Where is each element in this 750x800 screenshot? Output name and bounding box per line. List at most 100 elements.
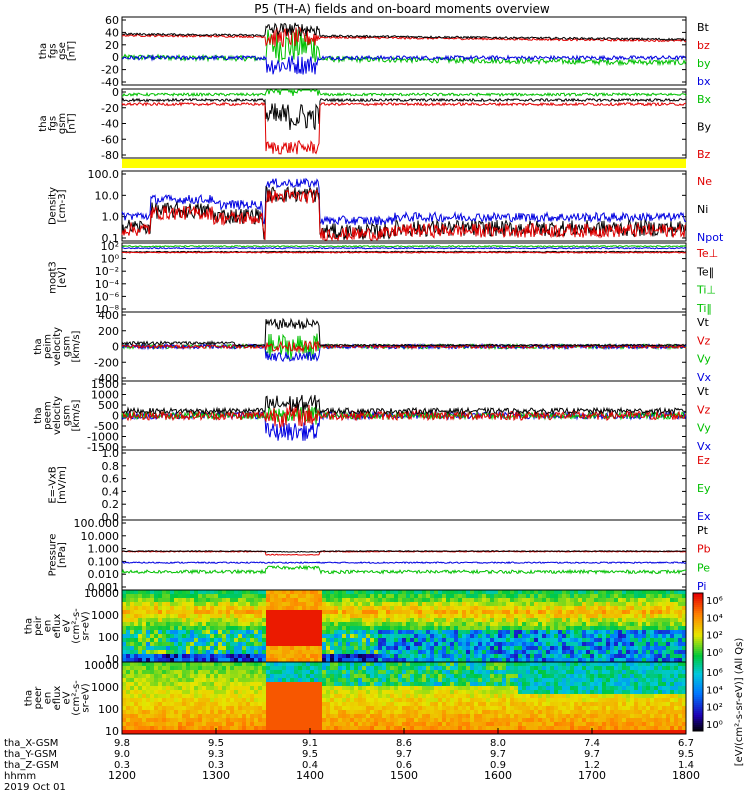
spec-cell — [238, 634, 242, 638]
spec-cell — [554, 702, 558, 706]
spec-cell — [410, 618, 414, 622]
spec-cell — [158, 678, 162, 682]
spec-cell — [466, 682, 470, 686]
spec-cell — [530, 710, 534, 714]
spec-cell — [350, 634, 354, 638]
spec-cell — [234, 602, 238, 606]
spec-cell — [438, 722, 442, 726]
spec-cell — [174, 698, 178, 702]
spec-cell — [374, 626, 378, 630]
spec-cell — [622, 610, 626, 614]
spec-cell — [190, 726, 194, 730]
spec-cell — [290, 598, 294, 602]
spec-cell — [654, 642, 658, 646]
spec-cell — [250, 658, 254, 662]
spec-cell — [574, 594, 578, 598]
spec-cell — [290, 698, 294, 702]
spec-cell — [254, 674, 258, 678]
spec-cell — [582, 722, 586, 726]
spec-cell — [150, 706, 154, 710]
spec-cell — [222, 638, 226, 642]
spec-cell — [126, 662, 130, 666]
spec-cell — [230, 638, 234, 642]
spec-cell — [474, 658, 478, 662]
spec-cell — [186, 682, 190, 686]
spec-cell — [330, 690, 334, 694]
spec-cell — [226, 590, 230, 594]
spec-cell — [210, 642, 214, 646]
spec-cell — [574, 614, 578, 618]
spec-cell — [222, 722, 226, 726]
spec-cell — [242, 614, 246, 618]
spec-cell — [294, 702, 298, 706]
ylabel-line-peir-en-1: peir — [33, 615, 44, 635]
spec-cell — [398, 670, 402, 674]
spec-cell — [582, 650, 586, 654]
spec-cell — [174, 634, 178, 638]
spec-cell — [314, 646, 318, 650]
spec-cell — [442, 622, 446, 626]
spec-cell — [662, 598, 666, 602]
spec-cell — [314, 718, 318, 722]
spec-cell — [162, 670, 166, 674]
spec-cell — [222, 642, 226, 646]
ytick-peim-velocity-0: 400 — [98, 309, 119, 322]
spec-cell — [514, 706, 518, 710]
spec-cell — [506, 646, 510, 650]
spec-cell — [566, 658, 570, 662]
trace-bz-gse — [121, 26, 687, 48]
ytick-density-3: 0.1 — [102, 232, 120, 245]
spec-cell — [334, 598, 338, 602]
spec-cell — [414, 690, 418, 694]
spec-cell — [166, 722, 170, 726]
spec-cell — [162, 674, 166, 678]
spec-cell — [426, 594, 430, 598]
spec-cell — [410, 606, 414, 610]
spec-cell — [442, 658, 446, 662]
spec-cell — [190, 614, 194, 618]
spec-cell — [622, 650, 626, 654]
spec-cell — [386, 726, 390, 730]
spec-cell — [398, 610, 402, 614]
spec-cell — [486, 618, 490, 622]
legend-pressure-1: Pb — [697, 543, 711, 556]
spec-cell — [402, 634, 406, 638]
spec-cell — [430, 606, 434, 610]
spec-cell — [258, 674, 262, 678]
spec-cell — [402, 598, 406, 602]
spec-cell — [370, 618, 374, 622]
spec-cell — [246, 670, 250, 674]
spec-cell — [242, 662, 246, 666]
spec-cell — [282, 634, 286, 638]
trace-vt-peim — [121, 317, 687, 347]
spec-cell — [430, 674, 434, 678]
spec-cell — [450, 618, 454, 622]
spec-cell — [322, 714, 326, 718]
ylabel-line-peem-velocity-0: tha — [33, 407, 44, 423]
spec-cell — [542, 622, 546, 626]
spec-cell — [314, 598, 318, 602]
spec-cell — [122, 614, 126, 618]
spec-cell — [534, 610, 538, 614]
spec-cell — [510, 590, 514, 594]
spec-cell — [206, 594, 210, 598]
spec-cell — [458, 598, 462, 602]
spec-cell — [206, 698, 210, 702]
spec-cell — [146, 666, 150, 670]
spec-cell — [282, 630, 286, 634]
spec-cell — [162, 630, 166, 634]
spec-cell — [574, 678, 578, 682]
spec-cell — [586, 622, 590, 626]
spec-cell — [350, 590, 354, 594]
ylabel-line-efield-1: [mV/m] — [57, 466, 68, 504]
spec-cell — [186, 646, 190, 650]
spec-cell — [134, 674, 138, 678]
spec-cell — [226, 646, 230, 650]
spec-cell — [198, 598, 202, 602]
spec-cell — [390, 710, 394, 714]
spec-cell — [334, 626, 338, 630]
spec-cell — [122, 662, 126, 666]
spec-cell — [166, 682, 170, 686]
spec-cell — [494, 610, 498, 614]
spec-cell — [594, 722, 598, 726]
